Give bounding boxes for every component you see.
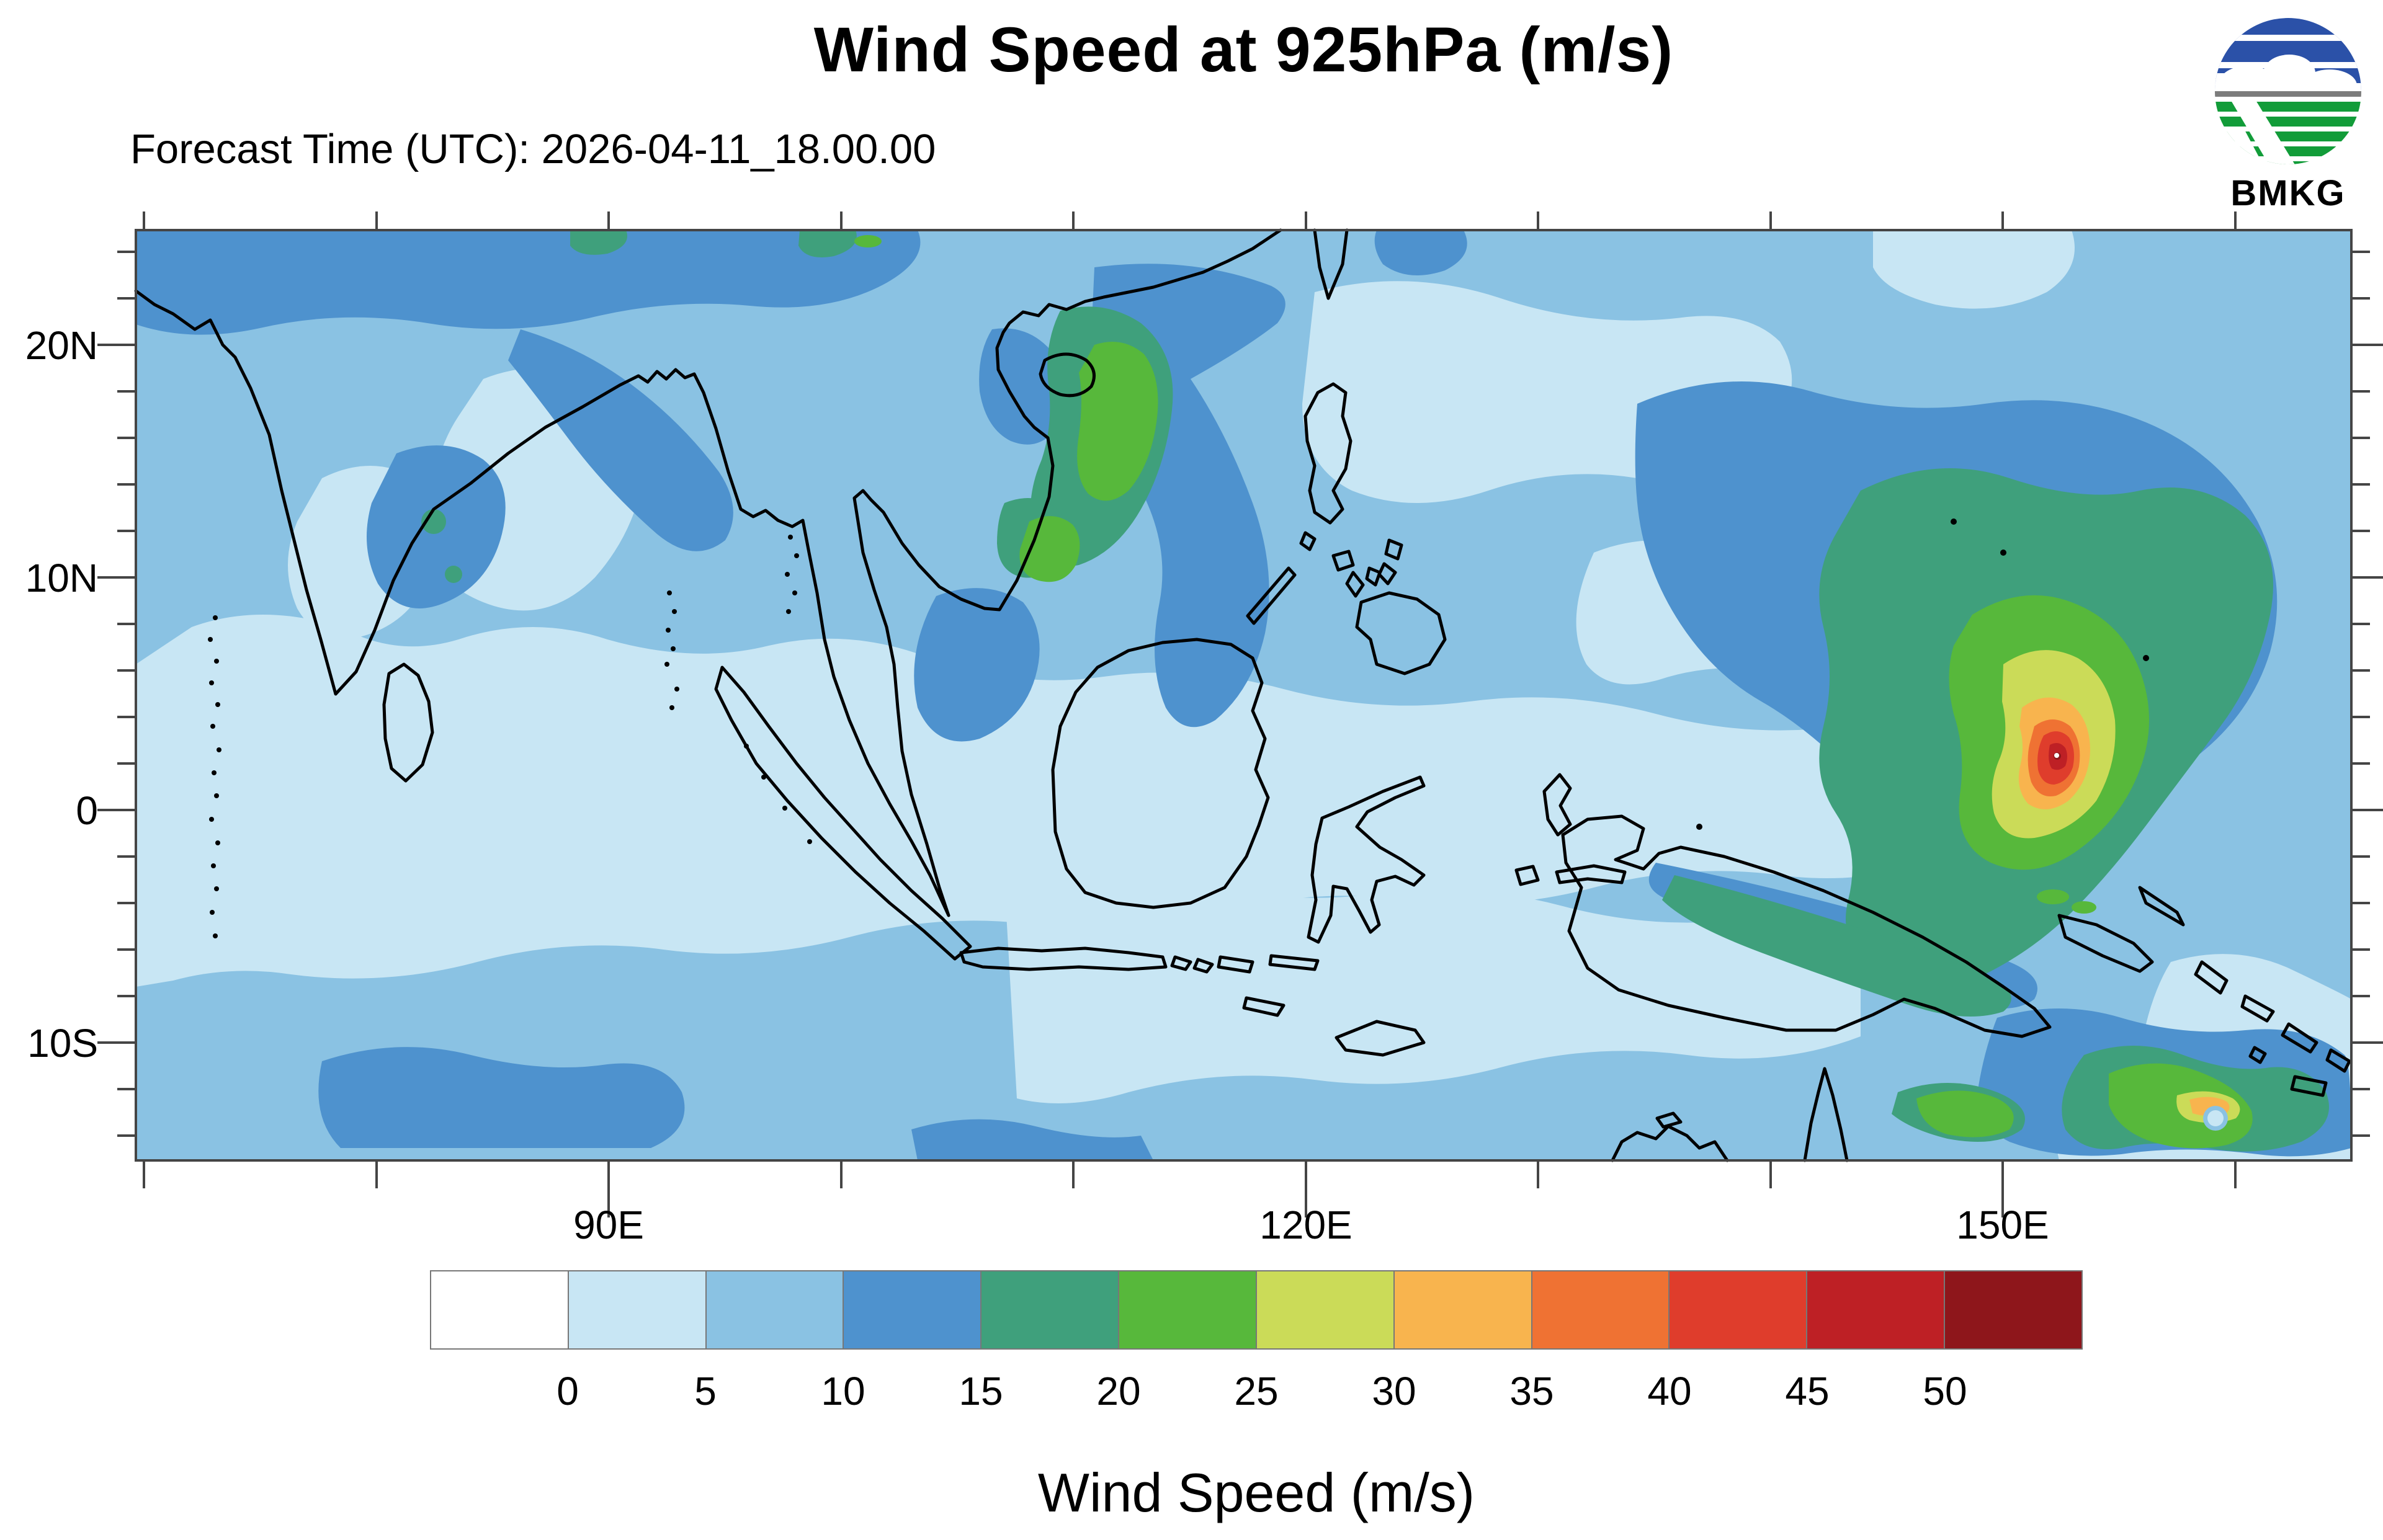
coastline-java [959, 946, 1168, 971]
lat-label-10s: 10S [27, 1021, 98, 1066]
colorbar-tick-30: 30 [1372, 1369, 1416, 1413]
coastline-india-asia [134, 228, 1282, 917]
coastline-hainan [1039, 352, 1096, 398]
colorbar-cell [1256, 1271, 1395, 1348]
coastline-solomons [2194, 960, 2351, 1097]
cyclone-eye [2054, 753, 2059, 758]
coastline-sulawesi [1307, 775, 1426, 944]
colorbar-cell [568, 1271, 707, 1348]
coastline-newbritain [2057, 914, 2154, 973]
coastline-bali-lombok [1170, 954, 1320, 974]
bmkg-logo-icon [2211, 14, 2366, 169]
colorbar-cell [1807, 1271, 1946, 1348]
cyclone2-eye [2207, 1110, 2224, 1126]
coastlines [134, 228, 2351, 1162]
colorbar-cell [706, 1271, 844, 1348]
colorbar-tick-25: 25 [1234, 1369, 1279, 1413]
map-frame-and-ticks [97, 211, 2383, 1217]
coastline-newguinea [1561, 814, 2052, 1038]
island-dots [208, 519, 2149, 938]
colorbar-tick-20: 20 [1096, 1369, 1141, 1413]
colorbar-tick-40: 40 [1647, 1369, 1692, 1413]
colorbar-cell [1532, 1271, 1670, 1348]
colorbar-cell [1945, 1271, 2081, 1348]
lon-label-120e: 120E [1259, 1203, 1352, 1247]
lon-label-90e: 90E [573, 1203, 644, 1247]
lon-label-150e: 150E [1956, 1203, 2049, 1247]
coastline-halmahera [1542, 773, 1572, 837]
forecast-time-label: Forecast Time (UTC): 2026-04-11_18.00.00 [130, 126, 936, 172]
coastline-newireland [2138, 886, 2185, 927]
coastline-luzon [1303, 382, 1352, 525]
wind-speed-map [97, 211, 2383, 1217]
map-canvas [97, 211, 2383, 1217]
cyclone-core [2028, 719, 2228, 1131]
colorbar-tick-15: 15 [959, 1369, 1003, 1413]
page-title: Wind Speed at 925hPa (m/s) [813, 14, 1674, 85]
coastline-srilanka [382, 662, 434, 783]
colorbar-tick-0: 0 [557, 1369, 579, 1413]
coastline-sumba-timor [1242, 996, 1426, 1057]
colorbar-cell [1394, 1271, 1532, 1348]
lat-label-0: 0 [76, 788, 98, 833]
coastline-melville [1655, 1111, 1683, 1129]
colorbar-tick-50: 50 [1923, 1369, 1967, 1413]
coastline-mindanao [1355, 591, 1447, 675]
lat-label-20n: 20N [25, 323, 98, 368]
colorbar-tick-35: 35 [1509, 1369, 1554, 1413]
colorbar-tick-45: 45 [1785, 1369, 1830, 1413]
field-0-5 [136, 230, 2351, 1160]
colorbar-cell [981, 1271, 1120, 1348]
bmkg-logo-graphic [2215, 18, 2361, 164]
colorbar-cell [844, 1271, 982, 1348]
coastline-capeyork [1803, 1067, 1849, 1162]
colorbar-cell [1119, 1271, 1257, 1348]
colorbar [430, 1270, 2083, 1350]
bmkg-logo-text: BMKG [2230, 173, 2346, 213]
coastline-visayas [1299, 531, 1403, 598]
coastline-borneo [1051, 638, 1270, 909]
colorbar-cell [1670, 1271, 1808, 1348]
coastline-seram-buru [1514, 864, 1627, 886]
colorbar-caption: Wind Speed (m/s) [1037, 1462, 1475, 1523]
coastline-taiwan [1313, 228, 1349, 300]
colorbar-cell [431, 1271, 569, 1348]
lat-label-10n: 10N [25, 556, 98, 600]
coastline-palawan [1246, 566, 1297, 625]
colorbar-tick-10: 10 [821, 1369, 865, 1413]
colorbar-tick-5: 5 [694, 1369, 717, 1413]
